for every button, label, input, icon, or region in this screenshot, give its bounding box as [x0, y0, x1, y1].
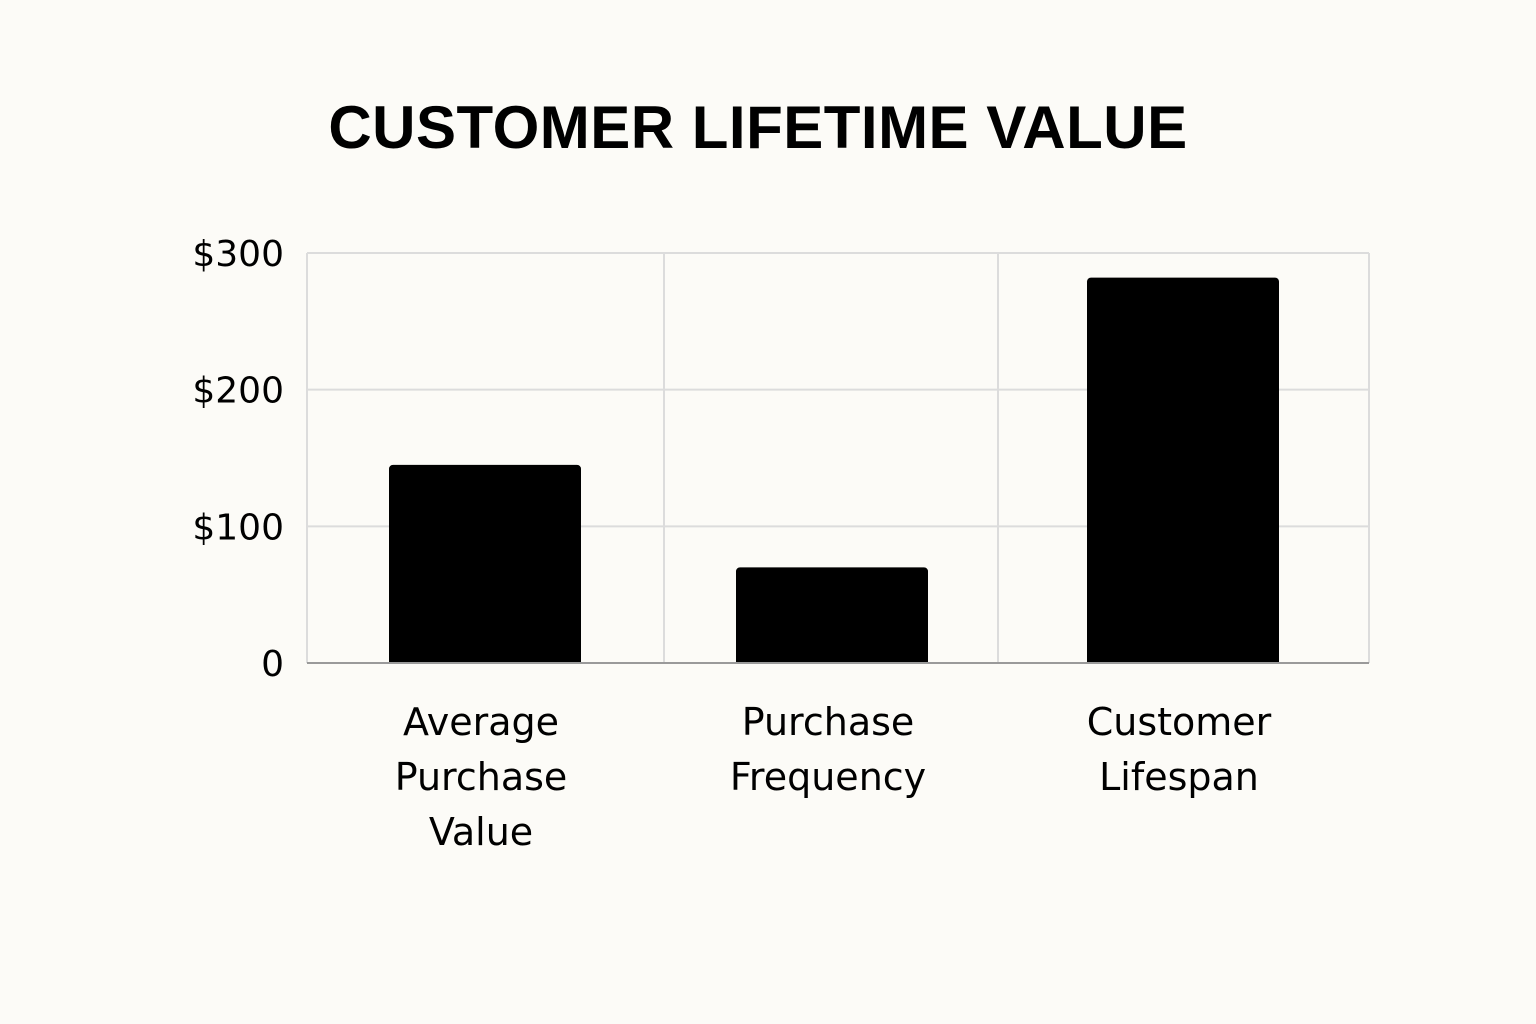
- bar-0: [389, 464, 581, 663]
- x-category-label-0-line-0: Average: [403, 700, 559, 744]
- chart-title: CUSTOMER LIFETIME VALUE: [328, 94, 1188, 161]
- y-tick-label-2: $200: [192, 371, 284, 412]
- bar-2-base: [1087, 655, 1279, 663]
- x-category-label-1-line-1: Frequency: [730, 755, 926, 799]
- x-category-label-0-line-2: Value: [429, 810, 533, 854]
- x-category-label-1-line-0: Purchase: [742, 700, 915, 744]
- bar-2: [1087, 277, 1279, 663]
- y-tick-label-0: 0: [261, 644, 284, 685]
- x-category-label-0-line-1: Purchase: [395, 755, 568, 799]
- x-category-label-2-line-1: Lifespan: [1099, 755, 1259, 799]
- bar-0-base: [389, 655, 581, 663]
- y-tick-label-3: $300: [192, 234, 284, 275]
- x-category-label-2-line-0: Customer: [1087, 700, 1272, 744]
- bar-1: [736, 567, 928, 663]
- y-tick-label-1: $100: [192, 507, 284, 548]
- x-category-label-2: Customer Lifespan: [1087, 700, 1272, 799]
- x-category-label-0: Average Purchase Value: [395, 700, 568, 854]
- bar-1-base: [736, 655, 928, 663]
- x-category-label-1: Purchase Frequency: [730, 700, 926, 799]
